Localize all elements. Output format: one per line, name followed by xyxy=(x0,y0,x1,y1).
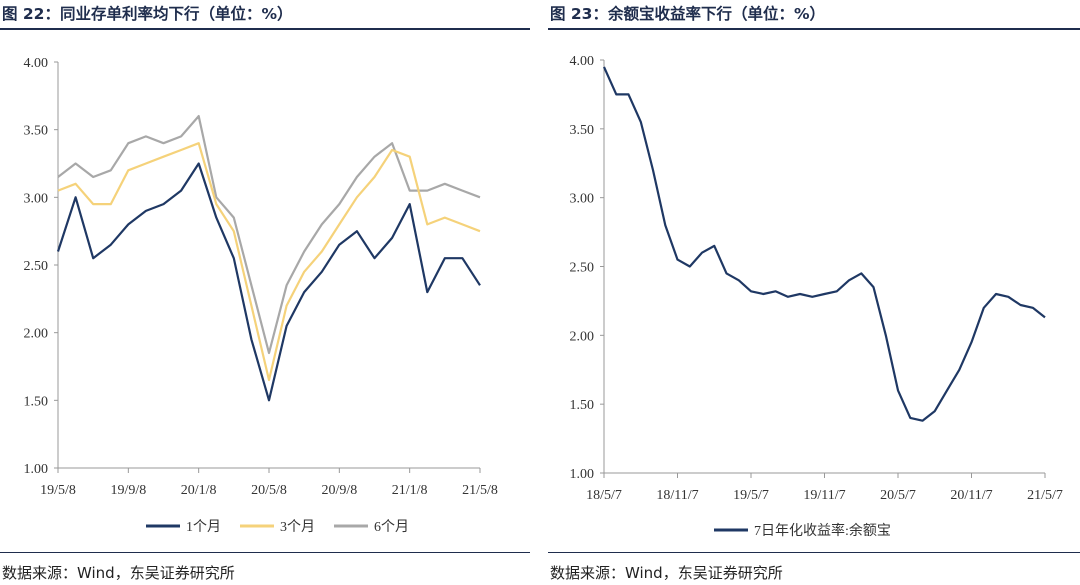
y-tick-label: 3.00 xyxy=(24,191,49,206)
series-line xyxy=(602,66,1046,422)
y-tick-label: 1.50 xyxy=(570,398,595,413)
legend-label: 1个月 xyxy=(186,519,221,535)
source-note: 数据来源：Wind，东吴证券研究所 xyxy=(2,564,235,582)
y-tick-label: 4.00 xyxy=(570,54,595,69)
x-tick-label: 19/9/8 xyxy=(110,483,146,498)
y-tick-label: 3.00 xyxy=(570,192,595,207)
y-tick-label: 3.50 xyxy=(570,123,595,138)
x-tick-label: 21/5/8 xyxy=(462,483,498,498)
y-tick-label: 1.50 xyxy=(24,394,49,409)
title-rule xyxy=(548,28,1080,30)
series-line xyxy=(57,142,481,382)
x-tick-label: 20/5/7 xyxy=(880,488,916,503)
y-tick-label: 4.00 xyxy=(24,56,49,71)
x-tick-label: 20/1/8 xyxy=(181,483,217,498)
x-tick-label: 18/11/7 xyxy=(656,488,698,503)
x-tick-label: 19/5/8 xyxy=(40,483,76,498)
chart-svg-left: 1.00 1.50 2.00 2.50 3.00 3.50 4.00 19/5/8 19/9/8… xyxy=(24,56,498,535)
source-rule xyxy=(548,552,1080,553)
x-tick-label: 20/11/7 xyxy=(950,488,992,503)
legend-label: 6个月 xyxy=(374,519,409,535)
source-rule xyxy=(0,552,530,553)
legend-label: 3个月 xyxy=(280,519,315,535)
x-tick-label: 19/5/7 xyxy=(733,488,769,503)
y-tick-label: 2.50 xyxy=(570,261,595,276)
x-tick-label: 18/5/7 xyxy=(586,488,622,503)
x-tick-label: 21/5/7 xyxy=(1027,488,1063,503)
source-note: 数据来源：Wind，东吴证券研究所 xyxy=(550,564,783,582)
x-tick-label: 20/9/8 xyxy=(321,483,357,498)
x-tick-label: 21/1/8 xyxy=(392,483,428,498)
y-tick-label: 3.50 xyxy=(24,124,49,139)
y-tick-label: 2.50 xyxy=(24,259,49,274)
chart-panel-left: 图 22：同业存单利率均下行（单位：%） 1.00 1.50 2.00 2.50 3.0… xyxy=(0,0,530,585)
chart-panel-right: 图 23：余额宝收益率下行（单位：%） 1.00 1.50 2.00 2.50 3.00… xyxy=(548,0,1080,585)
series-line xyxy=(56,162,481,402)
y-tick-label: 1.00 xyxy=(24,462,49,477)
title-rule xyxy=(0,28,530,30)
y-tick-label: 2.00 xyxy=(570,329,595,344)
legend-label: 7日年化收益率:余额宝 xyxy=(754,522,891,539)
x-tick-label: 19/11/7 xyxy=(803,488,845,503)
y-tick-label: 2.00 xyxy=(24,327,49,342)
series-line xyxy=(57,114,481,355)
chart-title: 图 22：同业存单利率均下行（单位：%） xyxy=(2,5,293,23)
y-tick-label: 1.00 xyxy=(570,467,595,482)
chart-title: 图 23：余额宝收益率下行（单位：%） xyxy=(550,5,825,23)
chart-svg-right: 1.00 1.50 2.00 2.50 3.00 3.50 4.00 18/5/7 18/11/… xyxy=(570,54,1063,539)
x-tick-label: 20/5/8 xyxy=(251,483,287,498)
